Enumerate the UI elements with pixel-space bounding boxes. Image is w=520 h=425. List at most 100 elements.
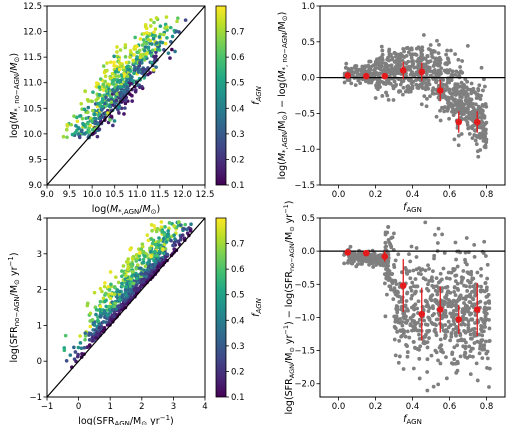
p4-point [468,349,473,354]
p1-point [151,68,156,72]
p4-point [349,261,354,266]
p3-point [161,251,166,256]
p4-point [430,313,435,318]
p2-point [440,105,444,110]
p2-point [371,77,375,82]
p4-point [457,296,461,301]
p2-point [420,45,425,50]
p2-point [451,113,456,118]
p2-point [407,85,412,90]
p1-point [136,64,141,69]
p4-point [463,346,468,351]
p2-ytick-label: 0.0 [301,74,315,84]
p4-point [442,251,447,255]
p4-point [360,261,365,265]
p3-point [141,260,146,265]
p1-point [112,119,117,123]
p2-point [461,86,466,91]
p2-point [363,65,368,69]
p4-point [427,266,431,271]
p2-point [462,117,467,121]
p4-point [392,286,397,291]
p3-point [120,274,124,279]
p3-ytick-label: 4 [37,214,42,224]
p4-point [443,300,448,304]
p4-point [435,241,440,245]
p1-point [128,55,132,59]
p4-point [405,271,409,276]
p2-point [435,38,439,43]
p4-point [425,340,430,345]
p3-point [107,320,112,324]
p4-point [449,334,454,339]
p2-point [380,52,385,57]
p1-point [112,60,116,65]
p4-point [465,262,469,267]
p4-point [478,344,483,349]
p1-point [72,114,76,118]
p2-point [425,53,430,58]
p4-point [408,316,413,320]
p4-point [418,344,423,349]
p4-point [426,329,430,334]
p1-point [115,50,119,54]
p4-point [465,294,469,299]
p3-point [154,245,159,250]
p1-point [154,50,158,55]
p4-point [444,296,449,301]
p3-point [155,253,159,258]
p4-point [471,331,476,336]
p4-point [466,319,471,324]
p3-colorbar-tick-label: 0.1 [231,393,245,403]
p2-point [396,53,401,58]
p3-point [137,251,142,255]
p4-point [383,232,388,237]
p4-point [478,341,482,346]
p2-point [400,58,405,63]
p1-point [82,107,87,112]
p4-point [342,261,347,266]
p4-point [427,279,432,283]
p4-point [409,244,414,249]
p2-point [444,82,448,87]
p4-point [446,319,451,324]
p2-point [455,100,460,105]
p3-point [152,265,156,270]
p2-point [403,89,408,94]
p4-point [426,309,431,313]
p2-point [478,105,483,110]
p3-point [154,229,159,234]
p1-point [106,98,111,102]
p1-point [143,67,148,72]
p2-point [473,128,477,133]
p3-point [128,281,132,286]
p2-point [383,61,388,66]
p1-point [123,101,128,106]
p3-point [102,326,107,330]
p2-point [396,77,401,82]
p4-point [466,322,471,327]
p1-point [94,98,98,102]
p4-point [468,280,473,285]
p1-point [96,121,100,126]
p3-point [110,292,114,296]
p2-point [386,55,390,60]
p3-point [139,272,144,276]
p1-point [97,85,102,89]
p4-point [444,276,449,281]
p1-point [103,74,108,79]
p4-point [382,272,387,277]
p4-point [422,335,427,339]
p4-point [411,340,416,344]
p3-point [135,263,140,267]
p4-point [478,299,483,304]
p2-point [469,117,473,121]
p3-point [132,287,136,292]
p3-colorbar-label: fAGN [251,297,263,317]
p4-point [389,287,393,292]
p2-point [472,133,477,137]
p3-point [189,222,193,227]
p2-point [415,85,420,90]
p4-point [425,370,430,374]
p2-point [459,91,463,96]
